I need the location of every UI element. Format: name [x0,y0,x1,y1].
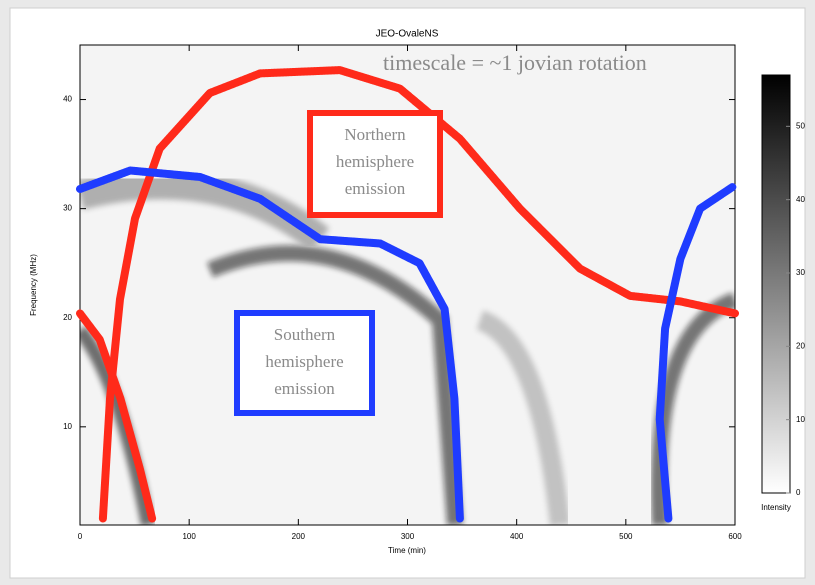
annotation-text: emission [345,179,406,198]
y-tick-label: 10 [63,422,72,431]
x-tick-label: 100 [182,532,196,541]
x-tick-label: 0 [78,532,83,541]
colorbar-tick-label: 10 [796,415,805,424]
annotation-text: emission [274,379,335,398]
annotation-text: Northern [344,125,406,144]
chart-title: JEO-OvaleNS [376,29,439,40]
x-axis-label: Time (min) [388,546,426,555]
y-tick-label: 40 [63,95,72,104]
colorbar-tick-label: 30 [796,268,805,277]
colorbar [762,75,790,493]
timescale-annotation: timescale = ~1 jovian rotation [383,50,647,75]
annotation-text: hemisphere [265,352,343,371]
x-tick-label: 600 [728,532,742,541]
colorbar-label: Intensity [761,503,791,512]
x-tick-label: 200 [292,532,306,541]
y-tick-label: 30 [63,204,72,213]
chart: JEO-OvaleNS Time (min) Frequency (MHz) I… [0,0,815,585]
annotation-text: hemisphere [336,152,414,171]
y-tick-label: 20 [63,313,72,322]
colorbar-tick-label: 0 [796,488,801,497]
colorbar-tick-label: 20 [796,341,805,350]
y-axis-label: Frequency (MHz) [29,254,38,316]
annotation-text: Southern [274,325,336,344]
x-tick-label: 500 [619,532,633,541]
x-tick-label: 400 [510,532,524,541]
x-tick-label: 300 [401,532,415,541]
colorbar-tick-label: 50 [796,121,805,130]
colorbar-tick-label: 40 [796,195,805,204]
